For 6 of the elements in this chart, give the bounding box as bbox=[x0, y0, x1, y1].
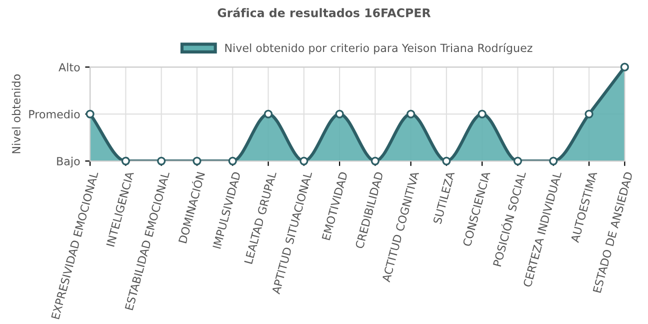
category-label: Alto bbox=[58, 62, 80, 72]
legend-label: Nivel obtenido por criterio para Yeison Triana Rodríguez bbox=[225, 43, 532, 54]
category-label: Promedio bbox=[29, 110, 80, 118]
chart-title: Gráfica de resultados 16FACPER bbox=[218, 8, 431, 18]
y-axis-title: Nivel obtenido bbox=[12, 74, 20, 154]
category-label: Bajo bbox=[57, 156, 80, 168]
